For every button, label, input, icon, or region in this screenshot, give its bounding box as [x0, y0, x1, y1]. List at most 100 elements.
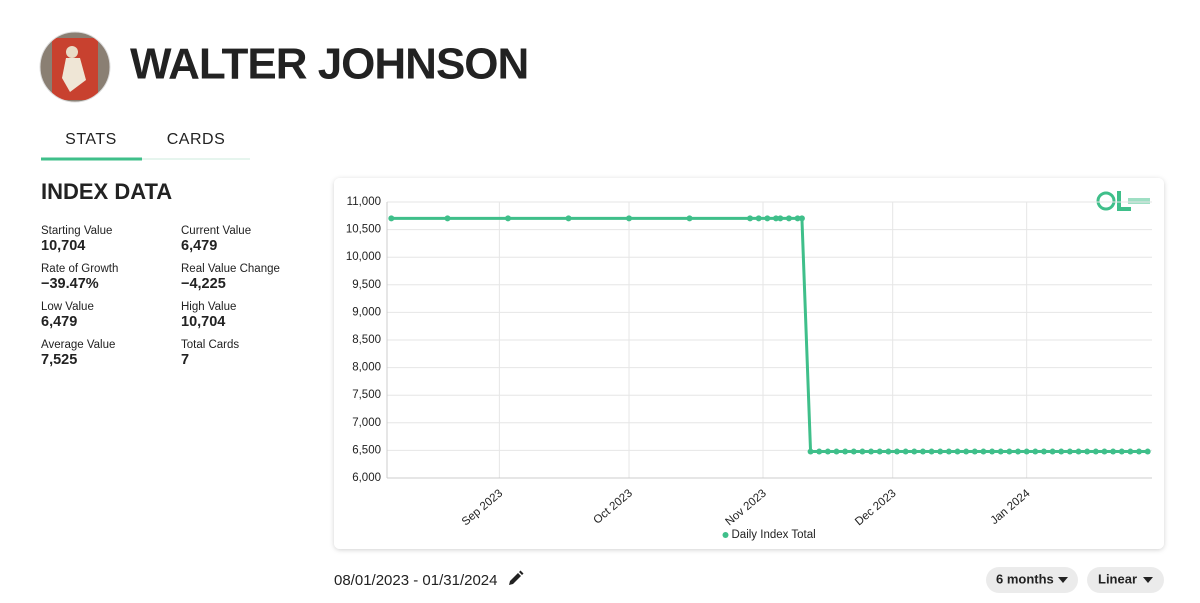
data-point	[842, 448, 849, 455]
data-point	[1101, 448, 1108, 455]
data-point	[794, 215, 801, 222]
y-tick-label: 7,000	[352, 417, 381, 429]
data-point	[980, 448, 987, 455]
data-point	[1136, 448, 1143, 455]
data-point	[807, 448, 814, 455]
stat-label: Starting Value	[41, 225, 112, 237]
data-point	[565, 215, 572, 222]
y-tick-label: 8,500	[352, 334, 381, 346]
data-point	[894, 448, 900, 455]
y-tick-label: 10,500	[346, 224, 381, 236]
data-point	[971, 448, 978, 455]
period-label: 6 months	[996, 571, 1054, 586]
data-point	[902, 448, 909, 455]
data-point	[954, 448, 961, 455]
data-point	[505, 215, 512, 222]
data-point	[772, 215, 779, 222]
stat-value: 10,704	[181, 314, 225, 330]
data-point	[1092, 448, 1099, 455]
data-point	[444, 215, 451, 222]
data-point	[963, 448, 970, 455]
stat-label: Current Value	[181, 225, 251, 237]
data-point	[945, 448, 952, 455]
data-point	[1058, 448, 1065, 455]
avatar	[40, 32, 110, 102]
data-point	[1075, 448, 1082, 455]
stat-value: 6,479	[181, 238, 217, 254]
data-point	[989, 448, 996, 455]
stat-label: High Value	[181, 301, 236, 313]
data-point	[850, 448, 857, 455]
stat-value: 10,704	[41, 238, 85, 254]
data-point	[1049, 448, 1056, 455]
logo	[1096, 191, 1150, 211]
stat-value: 7,525	[41, 352, 77, 368]
data-point	[755, 215, 762, 222]
data-point	[1015, 448, 1022, 455]
legend-label: Daily Index Total	[732, 529, 816, 541]
data-point	[876, 448, 883, 455]
stat-label: Average Value	[41, 339, 115, 351]
data-point	[816, 448, 823, 455]
y-tick-label: 7,500	[352, 389, 381, 401]
y-tick-label: 6,500	[352, 444, 381, 456]
legend-marker	[722, 532, 729, 538]
data-point	[388, 215, 395, 222]
stat-label: Rate of Growth	[41, 263, 118, 275]
date-range: 08/01/2023 - 01/31/2024	[334, 572, 497, 589]
data-point	[747, 215, 754, 222]
stat-value: 7	[181, 352, 189, 368]
data-point	[1040, 448, 1047, 455]
data-point	[928, 448, 935, 455]
data-point	[1118, 448, 1125, 455]
data-point	[1032, 448, 1039, 455]
stat-label: Low Value	[41, 301, 94, 313]
data-point	[777, 215, 784, 222]
data-point	[937, 448, 944, 455]
data-point	[997, 448, 1004, 455]
data-point	[686, 215, 693, 222]
caret	[1058, 577, 1068, 583]
period-button[interactable]	[986, 567, 1078, 593]
data-point	[1110, 448, 1117, 455]
y-tick-label: 10,000	[346, 251, 381, 263]
edit-icon[interactable]	[509, 570, 524, 586]
stat-value: −39.47%	[41, 276, 99, 292]
section-title: INDEX DATA	[41, 179, 172, 204]
data-point	[859, 448, 866, 455]
data-point	[824, 448, 831, 455]
data-point	[919, 448, 926, 455]
y-tick-label: 8,000	[352, 362, 381, 374]
chart-card	[334, 178, 1164, 549]
stat-label: Real Value Change	[181, 263, 280, 275]
data-point	[1084, 448, 1091, 455]
stat-value: −4,225	[181, 276, 226, 292]
data-point	[833, 448, 840, 455]
y-tick-label: 9,000	[352, 306, 381, 318]
data-point	[798, 215, 805, 222]
data-point	[1066, 448, 1073, 455]
data-point	[764, 215, 771, 222]
data-point	[1006, 448, 1013, 455]
stat-value: 6,479	[41, 314, 77, 330]
data-point	[868, 448, 875, 455]
caret	[1143, 577, 1153, 583]
avatar-ring	[39, 31, 111, 103]
data-point	[1127, 448, 1134, 455]
player-name: WALTER JOHNSON	[130, 40, 528, 89]
tab[interactable]: CARDS	[167, 131, 226, 148]
y-tick-label: 11,000	[347, 196, 381, 208]
data-point	[626, 215, 633, 222]
scale-button[interactable]	[1087, 567, 1164, 593]
y-tick-label: 9,500	[352, 279, 381, 291]
tab[interactable]: STATS	[65, 131, 117, 148]
stat-label: Total Cards	[181, 339, 239, 351]
data-point	[911, 448, 918, 455]
data-point	[1144, 448, 1151, 455]
data-point	[1023, 448, 1030, 455]
data-point	[885, 448, 892, 455]
y-tick-label: 6,000	[352, 472, 381, 484]
